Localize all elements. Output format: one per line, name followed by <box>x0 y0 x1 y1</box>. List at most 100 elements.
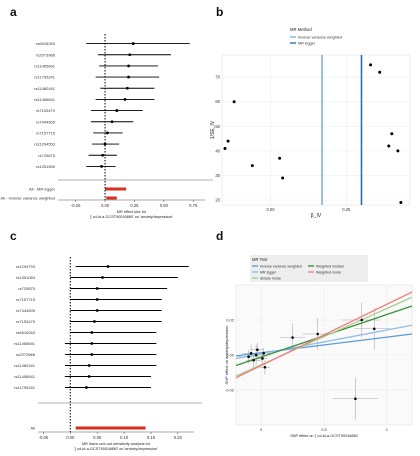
data-point <box>360 318 364 322</box>
data-point <box>378 70 382 74</box>
x-tick-label: 0.00 <box>266 207 275 212</box>
point-estimate <box>127 64 130 68</box>
data-point <box>390 132 394 136</box>
legend-entry: Inverse variance weighted <box>260 265 302 269</box>
point-estimate <box>105 131 109 135</box>
row-label: rs7153479 <box>36 108 56 113</box>
point-estimate <box>128 53 132 57</box>
point-estimate <box>93 320 96 323</box>
data-point <box>223 146 227 150</box>
panel-label-b: b <box>216 5 223 19</box>
forest-plot-a: rs6516263 rs2073966 rs11465691 rs11795241 rs… <box>1 34 213 219</box>
data-point <box>262 351 265 355</box>
row-label: rs2073966 <box>16 352 36 357</box>
panel-label-c: c <box>10 229 17 243</box>
row-label: rs7153479 <box>16 319 36 324</box>
data-point <box>278 156 282 160</box>
y-tick-label: 50 <box>215 124 220 129</box>
y-tick-label: -0.02 <box>225 388 235 393</box>
summary-point <box>113 187 116 191</box>
regression-line <box>235 291 413 379</box>
row-label: rs11465691 <box>34 63 56 68</box>
x-axis-title: MR leave-one-out sensitivity analysis fo… <box>74 442 158 451</box>
point-estimate <box>106 265 110 268</box>
point-estimate <box>131 42 135 45</box>
point-estimate <box>101 153 105 157</box>
data-point <box>372 327 376 331</box>
scatter-plot-d: 0.02 0.00 -0.02 0 0.5 1 SNP effect on '[ cd-id… <box>224 255 413 438</box>
data-point <box>250 164 254 168</box>
row-label: rs7157715 <box>16 297 36 302</box>
x-tick-label: 0.75 <box>189 203 198 208</box>
point-estimate <box>90 331 94 334</box>
point-estimate <box>95 287 99 290</box>
x-axis-title-line: MR effect size for <box>117 210 147 214</box>
row-label: rs11795241 <box>14 385 36 390</box>
y-axis-title: SNP effect on anxiety/depression <box>224 326 229 385</box>
point-estimate <box>103 142 107 146</box>
y-axis-title: 1/SE_IV <box>210 120 216 139</box>
x-tick-label: 0.25 <box>130 203 139 208</box>
point-estimate <box>125 86 129 90</box>
x-axis-title: SNP effect on '[ cd-id-a-GCST90016880 <box>290 434 358 438</box>
funnel-plot-b: 20 30 40 50 60 70 0.00 0.25 β_IV 1/SE_IV MR Method… <box>210 27 411 219</box>
row-label: rs6516263 <box>36 41 56 46</box>
x-tick-label: 0 <box>260 427 263 432</box>
data-point <box>261 357 264 360</box>
point-estimate <box>95 309 99 312</box>
legend-entry: MR Egger <box>260 271 277 275</box>
x-tick-label: 0.5 <box>321 427 327 432</box>
x-axis-title-line: '[ cd-id-a-GCST90016880' on 'anxiety/dep… <box>74 447 158 451</box>
x-axis-title: MR effect size for '[ cd-id-a-GCST9001688… <box>90 210 174 219</box>
data-point <box>256 348 259 352</box>
legend-title: MR Test <box>252 257 268 262</box>
data-point <box>252 358 255 362</box>
legend-box <box>250 255 368 282</box>
panel-label-a: a <box>10 5 17 19</box>
data-point <box>263 365 267 369</box>
row-label: rs725875 <box>38 153 55 158</box>
point-estimate <box>101 276 104 279</box>
x-tick-label: -0.25 <box>71 203 81 208</box>
x-axis-title: β_IV <box>311 213 322 219</box>
x-tick-label: -0.05 <box>39 435 49 440</box>
legend-entry: Simple mode <box>260 277 281 281</box>
row-label: rs1351083 <box>16 275 36 280</box>
row-label: rs1294793 <box>16 264 36 269</box>
y-tick-label: 30 <box>215 173 220 178</box>
point-estimate <box>87 364 91 367</box>
y-tick-label: 70 <box>215 75 220 80</box>
row-label: rs11795241 <box>34 75 56 80</box>
plot-area <box>221 54 411 206</box>
summary-label: All <box>31 426 36 431</box>
legend-entry: MR Egger <box>298 42 316 46</box>
row-label: rs7444505 <box>16 308 36 313</box>
summary-label: All - MR Egger <box>29 187 56 192</box>
point-estimate <box>90 342 94 345</box>
x-axis-title-line: MR leave-one-out sensitivity analysis fo… <box>82 442 151 446</box>
data-point <box>249 351 253 355</box>
x-tick-label: 0.20 <box>174 435 183 440</box>
row-label: rs11456641 <box>34 97 56 102</box>
y-tick-label: 60 <box>215 99 220 104</box>
row-label: rs7157715 <box>36 130 56 135</box>
row-label: rs7444505 <box>36 119 56 124</box>
y-tick-label: 0.02 <box>226 318 235 323</box>
point-estimate <box>87 375 91 378</box>
x-axis-title-line: '[ cd-id-a-GCST90016880' on 'anxiety/dep… <box>90 215 174 219</box>
legend-title: MR Method <box>290 27 312 32</box>
point-estimate <box>115 109 119 112</box>
data-point <box>232 100 236 104</box>
regression-line <box>235 324 413 360</box>
summary-point <box>101 426 104 430</box>
x-tick-label: 1 <box>386 427 389 432</box>
data-point <box>281 176 285 180</box>
forest-plot-c: rs1294793 rs1351083 rs725875 rs7157715 rs744… <box>14 257 202 451</box>
data-point <box>387 144 391 148</box>
data-point <box>399 201 403 205</box>
row-label: rs11480161 <box>14 363 36 368</box>
data-point <box>226 139 230 143</box>
row-label: rs11456641 <box>14 374 36 379</box>
regression-line <box>235 333 413 357</box>
